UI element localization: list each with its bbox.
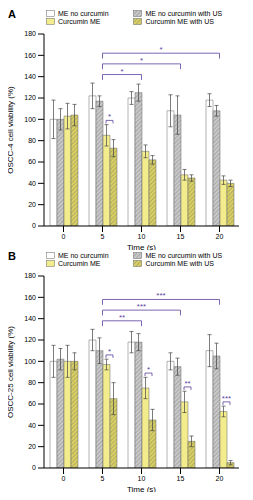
svg-text:Time (s): Time (s): [127, 485, 156, 492]
html-text:ME no curcumin with US: ME no curcumin with US: [145, 10, 223, 17]
svg-text:*: *: [159, 45, 162, 54]
svg-text:15: 15: [177, 233, 185, 240]
svg-text:*: *: [120, 67, 123, 76]
svg-text:100: 100: [24, 116, 36, 123]
svg-text:20: 20: [28, 201, 36, 208]
html-text:Curcumin ME: Curcumin ME: [58, 260, 101, 267]
svg-text:OSCC-4 cell viability (%): OSCC-4 cell viability (%): [8, 86, 15, 174]
svg-text:0: 0: [62, 475, 66, 482]
svg-text:10: 10: [138, 475, 146, 482]
svg-text:15: 15: [177, 475, 185, 482]
svg-text:120: 120: [24, 336, 36, 343]
svg-text:**: **: [119, 313, 125, 322]
svg-text:5: 5: [101, 475, 105, 482]
svg-text:40: 40: [28, 422, 36, 429]
html-text:Curcumin ME with US: Curcumin ME with US: [145, 260, 214, 267]
html-text:A: A: [8, 8, 16, 20]
svg-text:**: **: [184, 379, 190, 388]
svg-text:20: 20: [216, 233, 224, 240]
svg-text:OSCC-25 cell viability (%): OSCC-25 cell viability (%): [8, 326, 15, 418]
svg-text:0: 0: [32, 464, 36, 471]
svg-text:*: *: [108, 347, 111, 356]
svg-text:60: 60: [28, 400, 36, 407]
svg-text:140: 140: [24, 73, 36, 80]
svg-text:80: 80: [28, 379, 36, 386]
html-text:ME no curcumin: ME no curcumin: [58, 10, 109, 17]
svg-text:***: ***: [137, 302, 146, 311]
svg-text:*: *: [147, 365, 150, 374]
svg-text:5: 5: [101, 233, 105, 240]
svg-text:180: 180: [24, 272, 36, 279]
html-text:Curcumin ME with US: Curcumin ME with US: [145, 18, 214, 25]
svg-text:***: ***: [222, 394, 231, 403]
svg-text:80: 80: [28, 137, 36, 144]
html-text:Curcumin ME: Curcumin ME: [58, 18, 101, 25]
svg-text:20: 20: [28, 443, 36, 450]
svg-text:Time (s): Time (s): [127, 243, 156, 250]
svg-text:160: 160: [24, 294, 36, 301]
svg-text:40: 40: [28, 180, 36, 187]
svg-text:*: *: [108, 112, 111, 121]
svg-text:100: 100: [24, 358, 36, 365]
svg-text:*: *: [140, 56, 143, 65]
svg-text:160: 160: [24, 52, 36, 59]
svg-text:0: 0: [32, 222, 36, 229]
html-text:ME no curcumin: ME no curcumin: [58, 252, 109, 259]
html-text:B: B: [8, 250, 16, 262]
svg-text:180: 180: [24, 30, 36, 37]
svg-text:20: 20: [216, 475, 224, 482]
svg-text:60: 60: [28, 158, 36, 165]
html-text:ME no curcumin with US: ME no curcumin with US: [145, 252, 223, 259]
svg-text:0: 0: [62, 233, 66, 240]
svg-text:120: 120: [24, 94, 36, 101]
svg-text:***: ***: [156, 291, 165, 300]
svg-text:140: 140: [24, 315, 36, 322]
svg-text:10: 10: [138, 233, 146, 240]
